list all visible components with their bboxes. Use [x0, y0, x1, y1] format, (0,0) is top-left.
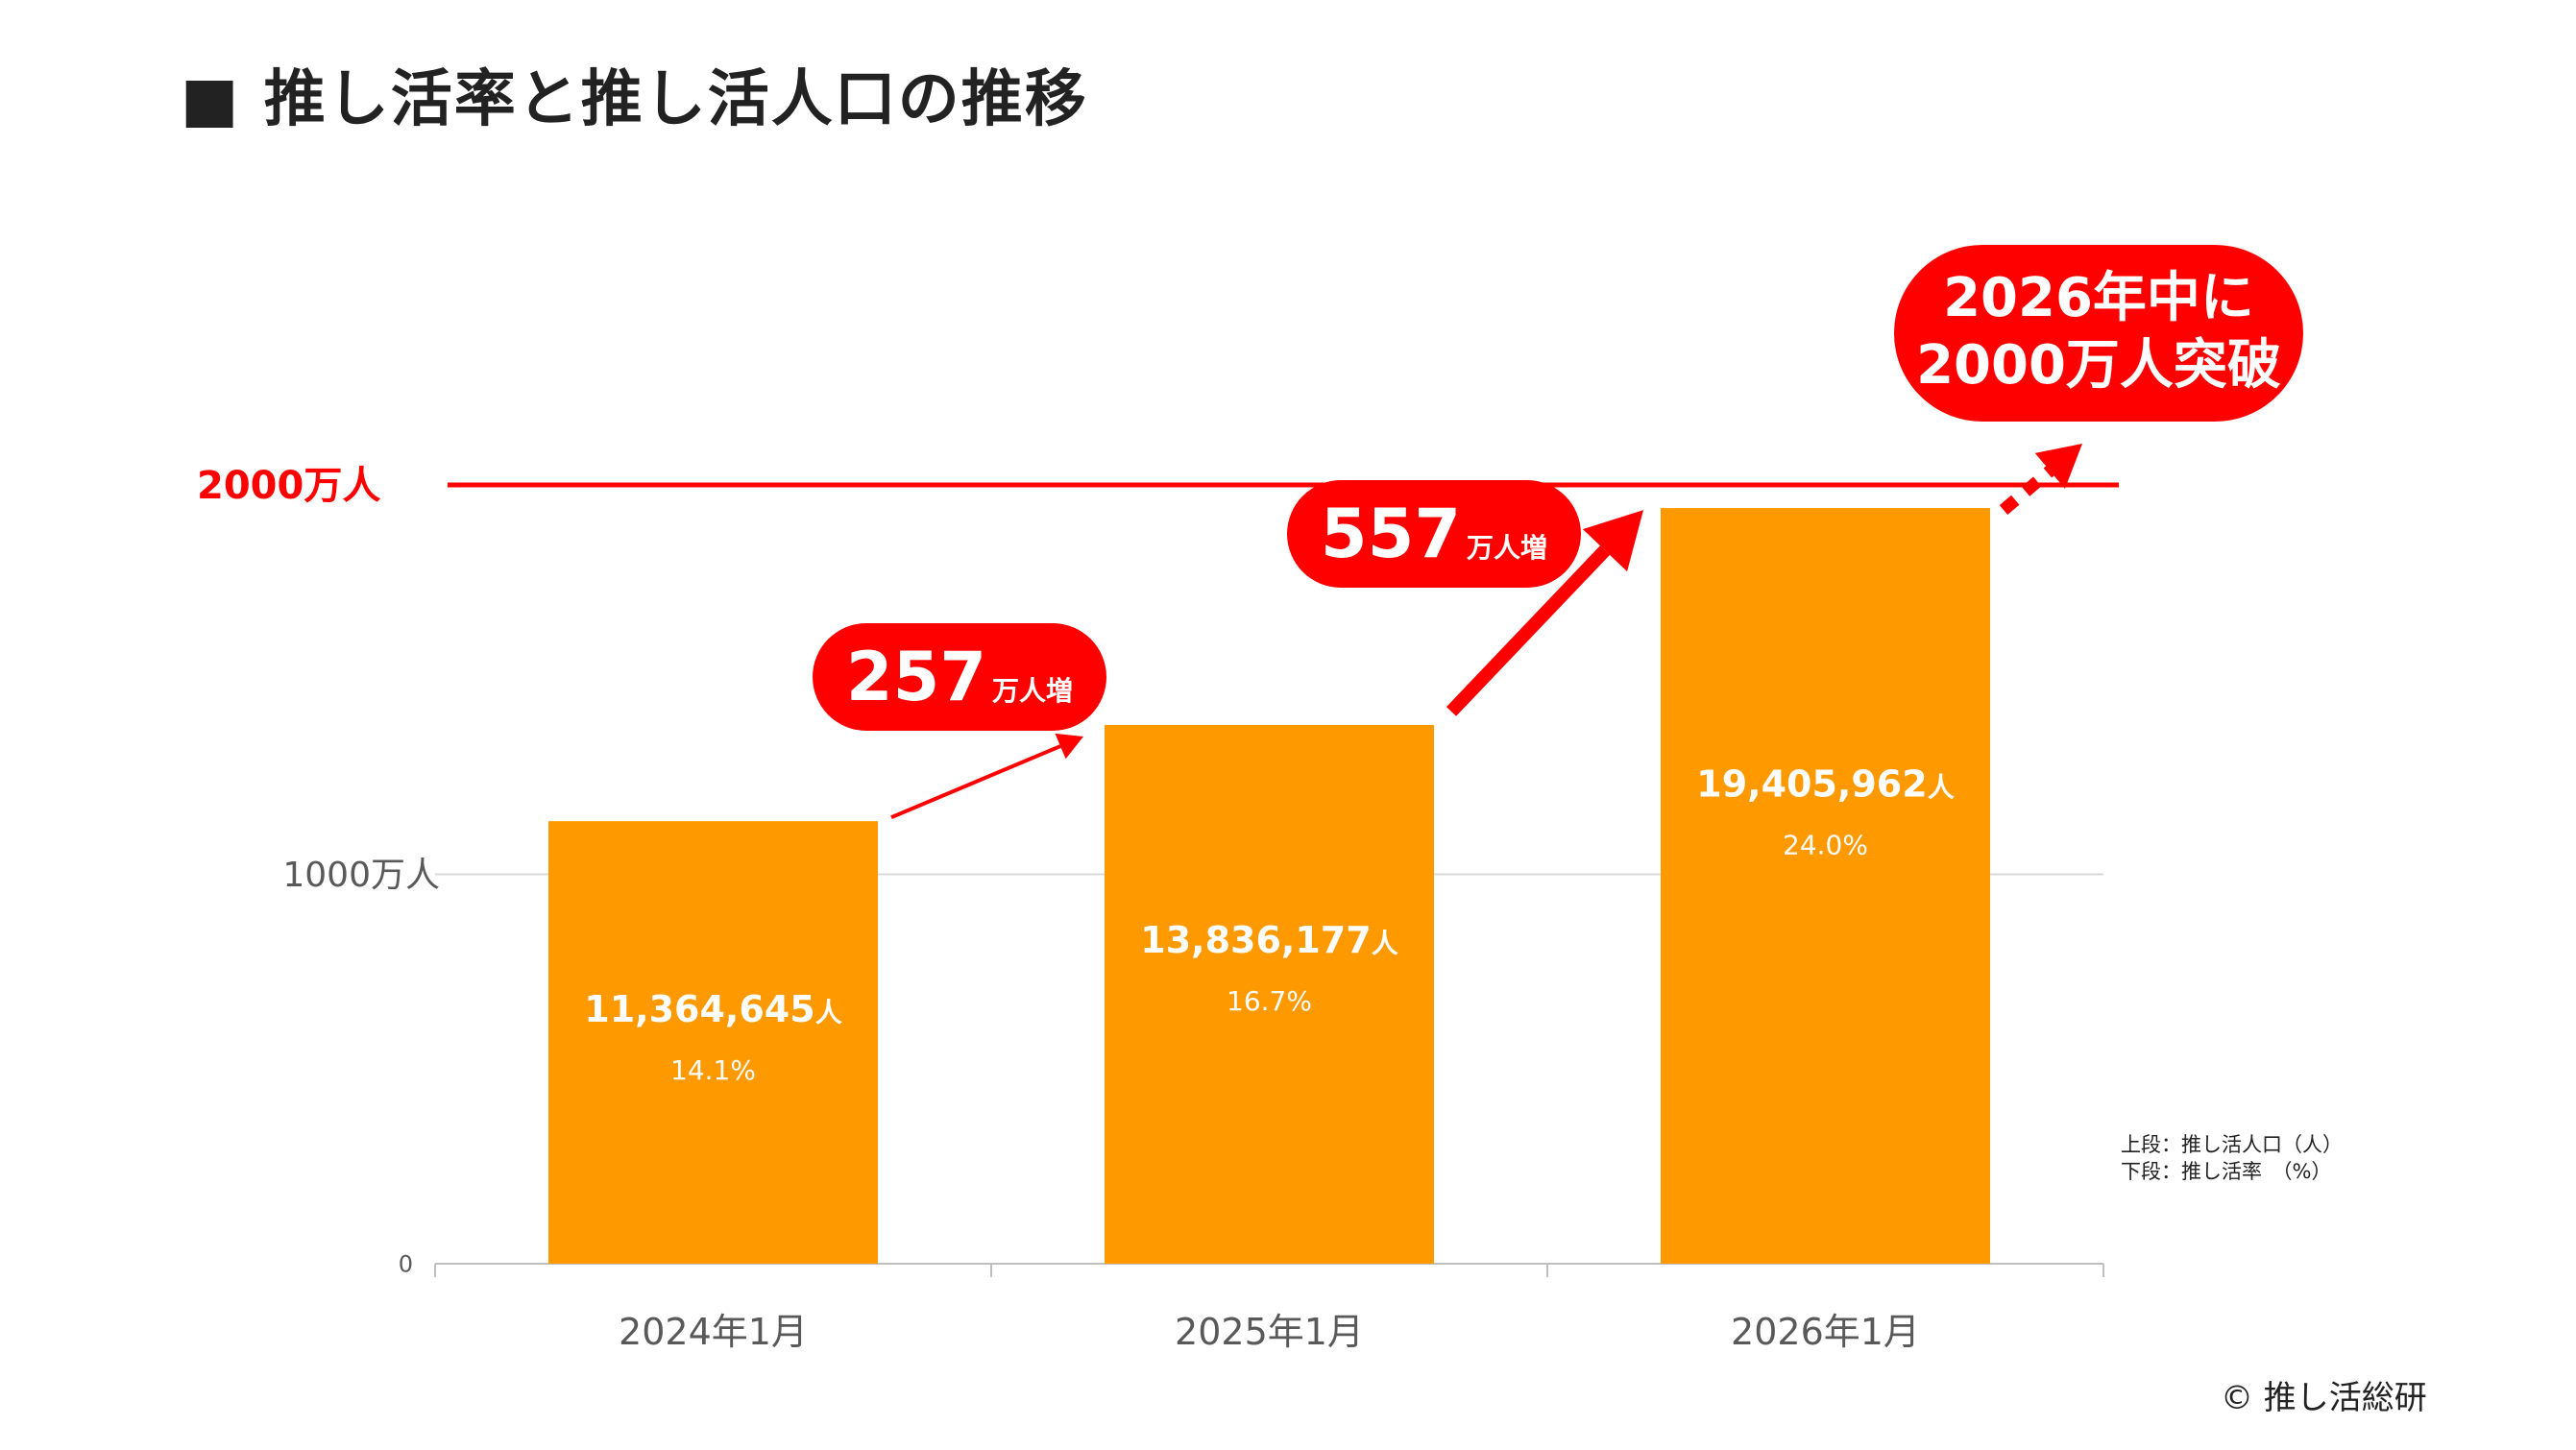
projection-arrow-shaft [1999, 466, 2054, 516]
legend-note-line: 上段：推し活人口（人） [2121, 1133, 2343, 1156]
rate-label: 14.1% [670, 1054, 756, 1086]
increase-arrow-2-head [1582, 510, 1643, 572]
bar-3 [1661, 508, 1990, 1264]
projection-arrow-head [2034, 444, 2082, 489]
increase-callout-1-text: 257 万人増 [846, 638, 1073, 716]
bar-1 [548, 821, 878, 1264]
increase-callout-1 [813, 623, 1106, 731]
x-tick-label: 2025年1月 [1175, 1311, 1364, 1353]
projection-callout [1894, 245, 2303, 422]
y-tick-label: 1000万人 [282, 856, 440, 895]
projection-callout-line: 2000万人突破 [1916, 334, 2281, 397]
increase-arrow-2-shaft [1446, 545, 1611, 716]
x-tick-label: 2026年1月 [1731, 1311, 1920, 1353]
reference-line-label: 2000万人 [197, 464, 380, 508]
legend-note-line: 下段：推し活率 （%） [2121, 1160, 2332, 1183]
y-tick-label: 0 [399, 1250, 413, 1277]
increase-arrow-1-head [1055, 733, 1083, 760]
rate-label: 24.0% [1783, 829, 1868, 860]
value-label: 13,836,177人 [1140, 919, 1397, 961]
copyright: © 推し活総研 [2221, 1379, 2427, 1417]
bar-2 [1105, 724, 1434, 1264]
value-label: 19,405,962人 [1696, 762, 1954, 805]
x-tick-label: 2024年1月 [619, 1311, 808, 1353]
increase-arrow-1-shaft [890, 744, 1061, 820]
projection-callout-line: 2026年中に [1943, 267, 2254, 329]
page-title: ■ 推し活率と推し活人口の推移 [181, 64, 1088, 135]
increase-callout-2 [1287, 480, 1581, 588]
legend-note: 上段：推し活人口（人） 下段：推し活率 （%） [2121, 1131, 2343, 1185]
rate-label: 16.7% [1227, 985, 1312, 1017]
value-label: 11,364,645人 [584, 988, 841, 1030]
increase-callout-2-text: 557 万人増 [1321, 495, 1547, 573]
